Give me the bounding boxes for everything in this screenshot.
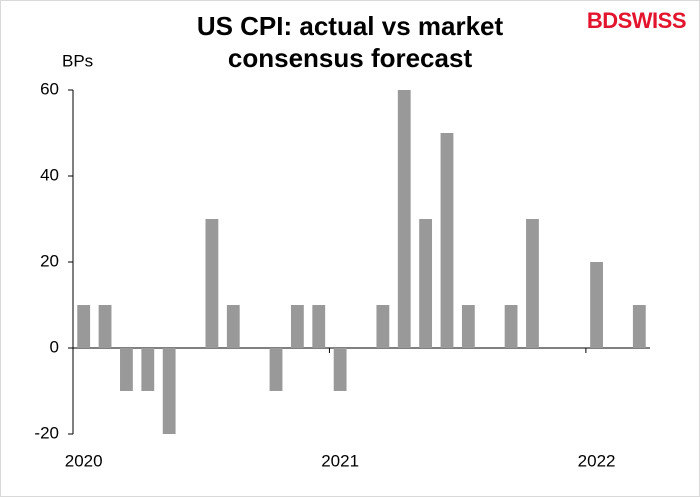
bar xyxy=(141,348,155,391)
y-tick-label: 40 xyxy=(40,165,59,184)
bar xyxy=(504,305,518,348)
bar xyxy=(397,90,411,348)
bar xyxy=(98,305,112,348)
bar xyxy=(461,305,475,348)
x-tick-label: 2020 xyxy=(65,451,103,470)
bar xyxy=(226,305,240,348)
y-tick-label: -20 xyxy=(34,423,59,442)
bar xyxy=(419,219,433,348)
y-tick-label: 0 xyxy=(50,337,59,356)
bar xyxy=(162,348,176,434)
bar xyxy=(120,348,133,391)
logo: BDSWISS xyxy=(586,8,687,33)
bar xyxy=(590,262,603,348)
bar xyxy=(312,305,326,348)
chart-title: US CPI: actual vs market consensus forec… xyxy=(196,11,504,73)
bar xyxy=(77,305,91,348)
y-tick-label: 60 xyxy=(40,79,59,98)
bar xyxy=(632,305,646,348)
bar xyxy=(526,219,539,348)
bar xyxy=(440,133,454,348)
bar xyxy=(333,348,347,391)
x-tick-label: 2021 xyxy=(321,451,359,470)
y-tick-label: 20 xyxy=(40,251,59,270)
bar xyxy=(205,219,219,348)
bar xyxy=(269,348,283,391)
x-tick-label: 2022 xyxy=(578,451,616,470)
bar xyxy=(290,305,304,348)
y-axis-label: BPs xyxy=(62,51,93,70)
bar xyxy=(376,305,390,348)
